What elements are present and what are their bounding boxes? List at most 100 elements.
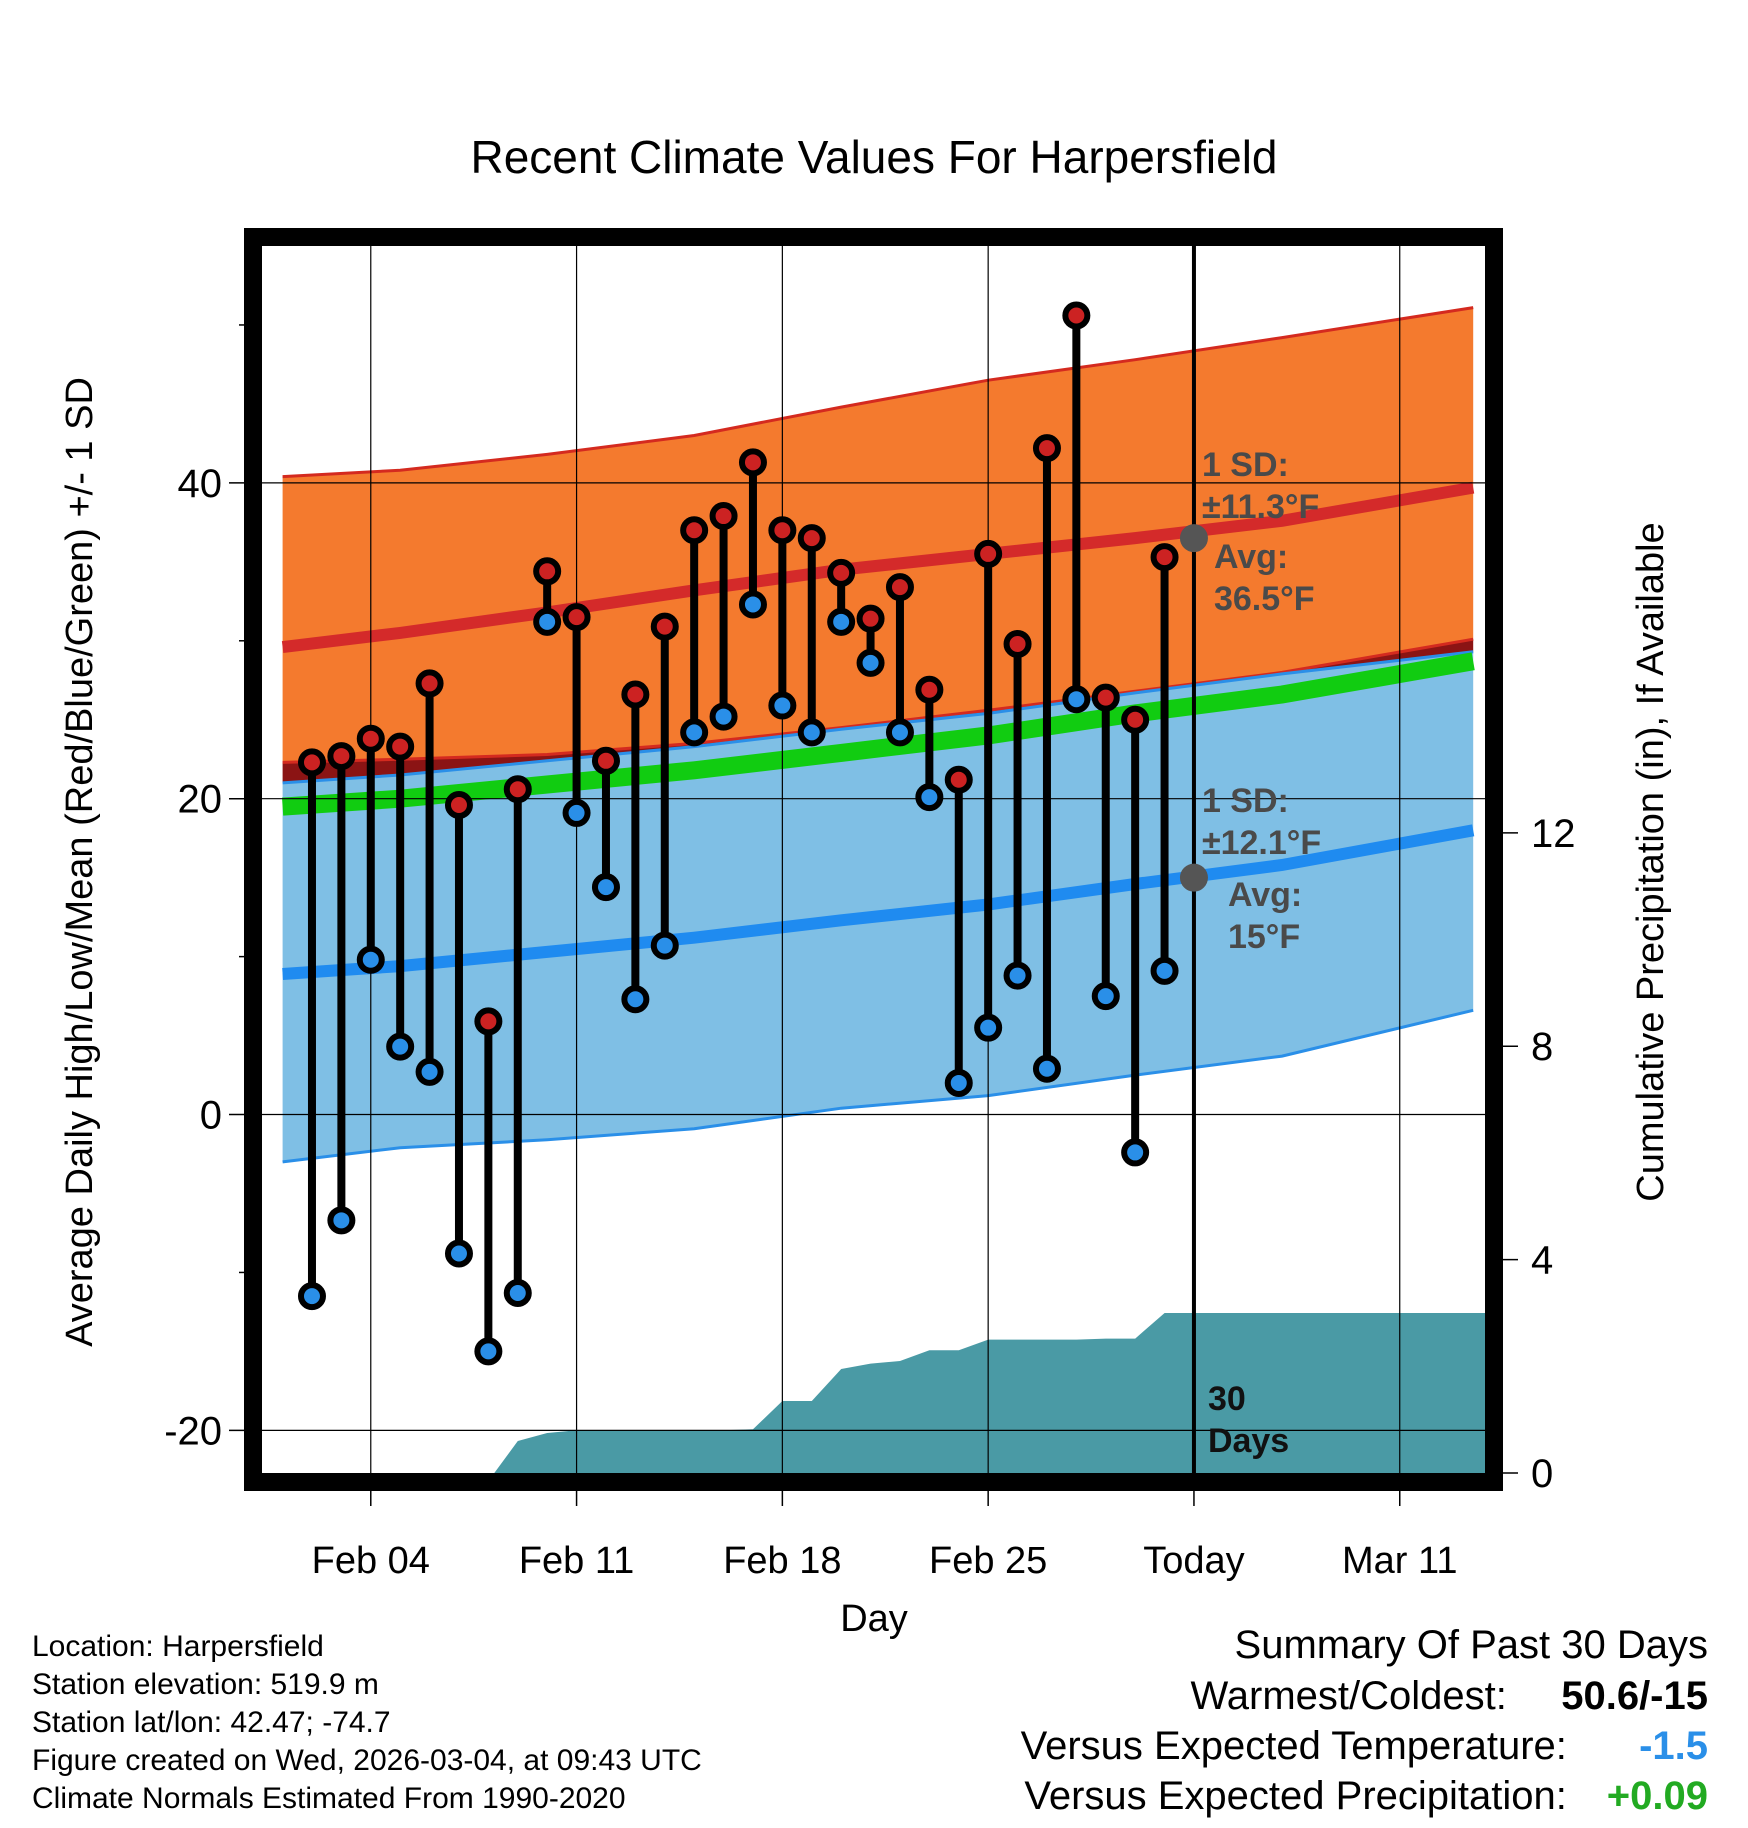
high-upper-edge (282, 306, 1474, 479)
low-point (827, 607, 856, 636)
high-point (650, 612, 679, 641)
high-point (1150, 543, 1179, 572)
high-point (1121, 705, 1150, 734)
high-point (768, 516, 797, 545)
high-lower-edge (282, 637, 1474, 764)
low-point (562, 798, 591, 827)
days-word: Days (1208, 1422, 1289, 1460)
low-point (503, 1278, 532, 1307)
precip-tick-label: 8 (1531, 1025, 1553, 1069)
high-point (1062, 301, 1091, 330)
x-tick-label: Feb 18 (723, 1540, 841, 1582)
low-point (915, 783, 944, 812)
high-sd-value: ±11.3°F (1202, 488, 1319, 526)
precip-tick-label: 4 (1531, 1239, 1553, 1283)
high-point (974, 539, 1003, 568)
y-axis-label: Average Daily High/Low/Mean (Red/Blue/Gr… (59, 377, 101, 1347)
low-point (974, 1013, 1003, 1042)
low-point (1032, 1054, 1061, 1083)
info-created: Figure created on Wed, 2026-03-04, at 09… (32, 1744, 702, 1777)
high-point (386, 732, 415, 761)
high-avg-today-marker (1179, 524, 1208, 553)
low-point (533, 607, 562, 636)
summary-precip-label: Versus Expected Precipitation: (1024, 1774, 1567, 1818)
high-point (474, 1007, 503, 1036)
low-point (621, 985, 650, 1014)
low-point (444, 1239, 473, 1268)
low-point (709, 702, 738, 731)
mean-avg-line (281, 652, 1475, 816)
high-point (827, 558, 856, 587)
precip-tick-label: 0 (1531, 1452, 1553, 1496)
high-avg-label: Avg: (1214, 538, 1288, 576)
precip-area (494, 1313, 1485, 1473)
summary-temp-label: Versus Expected Temperature: (1020, 1724, 1567, 1768)
summary-warmest-label: Warmest/Coldest: (1190, 1674, 1507, 1718)
low-point (738, 590, 767, 619)
high-point (415, 669, 444, 698)
plot-frame (244, 228, 1503, 1491)
plot-clip-group (262, 246, 1485, 1473)
low-point (356, 945, 385, 974)
high-point (297, 748, 326, 777)
summary-precip-value: +0.09 (1606, 1774, 1708, 1818)
low-point (386, 1032, 415, 1061)
low-point (650, 931, 679, 960)
x-tick-label: Mar 11 (1342, 1540, 1457, 1582)
summary-temp: Versus Expected Temperature: -1.5 (1021, 1724, 1708, 1769)
low-point (768, 691, 797, 720)
summary-precip: Versus Expected Precipitation: +0.09 (1024, 1774, 1708, 1819)
low-point (1091, 982, 1120, 1011)
high-point (709, 502, 738, 531)
y-tick-label: 0 (200, 1094, 222, 1138)
low-point (680, 718, 709, 747)
low-point (885, 718, 914, 747)
days-count: 30 (1208, 1380, 1246, 1418)
x-tick-label: Feb 25 (929, 1540, 1047, 1582)
high-point (1003, 629, 1032, 658)
low-point (415, 1057, 444, 1086)
low-point (327, 1206, 356, 1235)
summary-title: Summary Of Past 30 Days (1234, 1623, 1708, 1667)
low-point (797, 718, 826, 747)
high-point (885, 573, 914, 602)
low-point (591, 873, 620, 902)
high-point (444, 791, 473, 820)
plot-area: 1 SD: ±11.3°F Avg: 36.5°F 1 SD: ±12.1°F Avg: 15… (262, 246, 1485, 1473)
y-tick-label: 20 (178, 778, 223, 822)
low-point (856, 648, 885, 677)
low-point (1121, 1138, 1150, 1167)
summary-temp-value: -1.5 (1639, 1724, 1708, 1768)
summary-warmest: Warmest/Coldest: 50.6/-15 (1191, 1674, 1709, 1719)
high-point (562, 603, 591, 632)
high-point (356, 724, 385, 753)
high-point (533, 557, 562, 586)
low-avg-value: 15°F (1228, 918, 1300, 956)
info-elevation: Station elevation: 519.9 m (32, 1668, 379, 1701)
low-upper-edge (282, 650, 1474, 785)
high-point (1091, 683, 1120, 712)
low-avg-label: Avg: (1228, 876, 1302, 914)
x-tick-label: Feb 04 (312, 1540, 430, 1582)
low-lower-edge (282, 1008, 1474, 1164)
chart-title: Recent Climate Values For Harpersfield (470, 131, 1277, 183)
station-info: Location: Harpersfield Station elevation… (32, 1628, 702, 1818)
x-tick-label: Feb 11 (519, 1540, 634, 1582)
precip-tick-label: 12 (1531, 812, 1576, 856)
axes: -20 0 20 40 0 4 8 12 Feb 04 Feb 11 Feb 18 Feb 25 Tod… (164, 228, 1576, 1582)
low-sd-label: 1 SD: (1202, 782, 1289, 820)
high-point (738, 448, 767, 477)
low-point (1062, 685, 1091, 714)
high-sd-label: 1 SD: (1202, 446, 1289, 484)
info-normals: Climate Normals Estimated From 1990-2020 (32, 1782, 626, 1815)
low-point (1003, 961, 1032, 990)
low-sd-value: ±12.1°F (1202, 824, 1321, 862)
high-point (591, 746, 620, 775)
y-tick-label: 40 (178, 462, 223, 506)
high-avg-value: 36.5°F (1214, 580, 1315, 618)
low-avg-line (282, 824, 1475, 980)
high-point (621, 680, 650, 709)
x-axis-label: Day (840, 1598, 908, 1640)
high-point (856, 604, 885, 633)
